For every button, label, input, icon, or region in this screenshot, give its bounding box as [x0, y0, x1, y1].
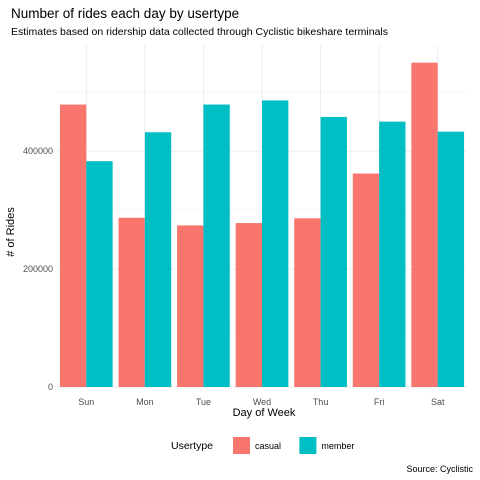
legend-label-casual: casual: [255, 441, 281, 451]
x-tick-label: Sat: [431, 397, 445, 407]
bar-casual-sat: [411, 62, 438, 387]
chart-caption: Source: Cyclistic: [406, 464, 473, 474]
y-tick-label: 400000: [23, 146, 53, 156]
x-tick-label: Wed: [253, 397, 271, 407]
bar-member-fri: [379, 121, 406, 387]
bar-casual-tue: [177, 225, 204, 387]
bar-casual-thu: [294, 218, 321, 387]
y-tick-label: 200000: [23, 264, 53, 274]
x-tick-label: Fri: [374, 397, 385, 407]
bar-member-mon: [144, 132, 172, 387]
chart-subtitle: Estimates based on ridership data collec…: [11, 26, 388, 38]
x-tick-label: Tue: [196, 397, 211, 407]
y-axis-title: # of Rides: [5, 207, 17, 257]
chart-title: Number of rides each day by usertype: [11, 6, 239, 21]
legend-title: Usertype: [171, 440, 213, 452]
bars: [59, 62, 465, 388]
bar-member-sat: [437, 131, 465, 387]
bar-member-thu: [320, 116, 347, 387]
bar-casual-fri: [352, 173, 380, 387]
x-axis-title: Day of Week: [233, 407, 296, 419]
legend: Usertype casual member: [171, 437, 354, 454]
x-tick-label: Sun: [78, 397, 94, 407]
legend-key-member: [299, 437, 317, 454]
bar-casual-mon: [118, 217, 145, 387]
legend-key-casual: [233, 437, 250, 454]
x-tick-label: Mon: [136, 397, 154, 407]
bar-member-wed: [262, 100, 289, 388]
bar-member-sun: [86, 161, 113, 387]
y-axis-ticks: 0 200000 400000: [23, 146, 53, 392]
legend-label-member: member: [321, 441, 354, 451]
y-tick-label: 0: [48, 382, 53, 392]
bar-member-tue: [203, 104, 230, 387]
x-axis-ticks: Sun Mon Tue Wed Thu Fri Sat: [78, 397, 445, 407]
bar-casual-wed: [235, 223, 262, 387]
x-tick-label: Thu: [313, 397, 329, 407]
bar-casual-sun: [59, 104, 87, 387]
